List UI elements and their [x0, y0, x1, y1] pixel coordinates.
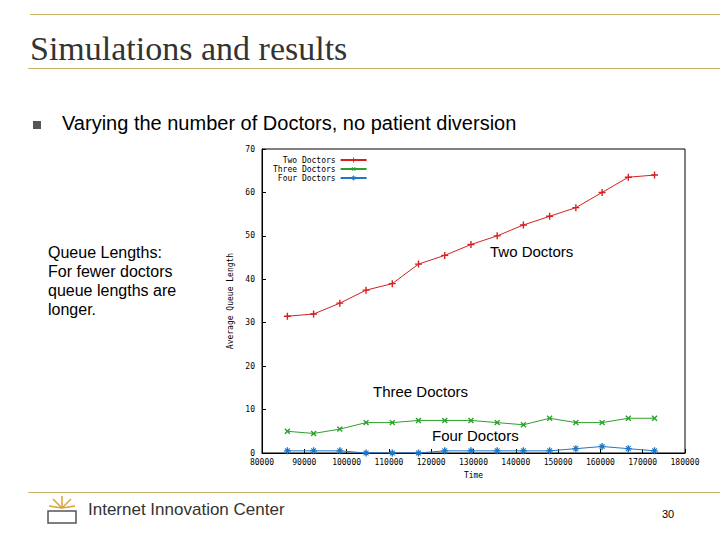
svg-text:Four Doctors: Four Doctors	[432, 427, 519, 444]
svg-text:130000: 130000	[459, 458, 488, 467]
svg-text:50: 50	[245, 231, 255, 240]
svg-text:170000: 170000	[628, 458, 657, 467]
svg-text:180000: 180000	[671, 458, 700, 467]
html-text:For fewer doctors: For fewer doctors	[48, 263, 173, 280]
svg-text:0: 0	[250, 449, 255, 458]
svg-text:10: 10	[245, 405, 255, 414]
svg-text:Two Doctors: Two Doctors	[490, 243, 573, 260]
html-text:Internet Innovation Center: Internet Innovation Center	[88, 500, 285, 519]
svg-text:140000: 140000	[501, 458, 530, 467]
svg-text:20: 20	[245, 362, 255, 371]
html-text:Simulations and results: Simulations and results	[30, 30, 348, 67]
svg-text:160000: 160000	[586, 458, 615, 467]
html-text:longer.: longer.	[48, 301, 96, 318]
svg-text:150000: 150000	[544, 458, 573, 467]
html-text:30: 30	[662, 508, 675, 520]
svg-text:Two Doctors: Two Doctors	[283, 156, 336, 165]
svg-text:Four Doctors: Four Doctors	[278, 174, 336, 183]
svg-text:30: 30	[245, 318, 255, 327]
svg-text:100000: 100000	[332, 458, 361, 467]
svg-text:70: 70	[245, 145, 255, 154]
html-text:queue lengths are: queue lengths are	[48, 282, 177, 299]
svg-text:90000: 90000	[292, 458, 316, 467]
svg-text:120000: 120000	[417, 458, 446, 467]
svg-text:Three Doctors: Three Doctors	[373, 383, 468, 400]
svg-text:Three Doctors: Three Doctors	[273, 165, 336, 174]
svg-text:Time: Time	[464, 471, 483, 480]
svg-text:110000: 110000	[374, 458, 403, 467]
html-text:Queue Lengths:: Queue Lengths:	[48, 244, 162, 261]
svg-text:Average Queue Length: Average Queue Length	[226, 253, 235, 350]
svg-text:40: 40	[245, 275, 255, 284]
svg-text:60: 60	[245, 188, 255, 197]
html-text:Varying the number of Doctors,: Varying the number of Doctors, no patien…	[62, 112, 517, 134]
svg-text:80000: 80000	[250, 458, 274, 467]
